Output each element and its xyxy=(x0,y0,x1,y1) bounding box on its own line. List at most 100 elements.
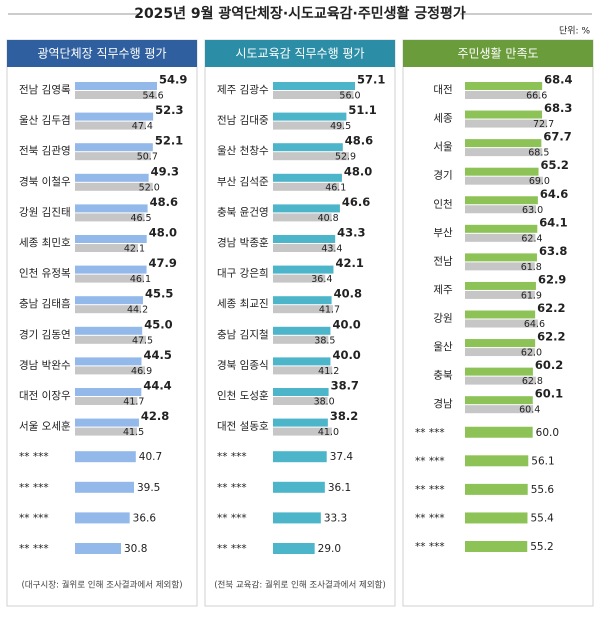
bar-previous xyxy=(465,205,537,214)
bar-previous xyxy=(273,182,340,191)
row-label: 대전 설동호 xyxy=(217,421,269,433)
value-label-previous: 42.1 xyxy=(124,244,145,255)
value-label-previous: 62.0 xyxy=(521,348,542,359)
value-label-current: 48.6 xyxy=(150,195,178,209)
bar-current xyxy=(465,82,543,90)
bar-previous xyxy=(465,119,547,128)
value-label-previous: 38.0 xyxy=(314,397,335,408)
row-label: ** *** xyxy=(19,512,49,524)
value-label-previous: 62.8 xyxy=(522,376,543,387)
bar-current xyxy=(273,296,332,305)
value-label-current: 54.9 xyxy=(159,73,187,87)
value-label-previous: 61.8 xyxy=(521,262,542,273)
value-label-previous: 69.0 xyxy=(529,176,550,187)
bar-current xyxy=(465,196,538,205)
panel-title: 주민생활 만족도 xyxy=(457,47,538,61)
bar-previous xyxy=(465,176,543,185)
bar-previous xyxy=(273,305,333,314)
value-label-previous: 56.0 xyxy=(339,91,360,102)
bar-current xyxy=(75,173,149,182)
bar-current xyxy=(273,357,331,366)
bar xyxy=(75,481,134,493)
row-label: 전남 김영록 xyxy=(19,84,71,96)
bar-current xyxy=(465,396,533,405)
value-label-current: 48.0 xyxy=(344,164,372,178)
value-label-current: 64.1 xyxy=(539,215,567,229)
panel-header xyxy=(403,40,593,67)
bar xyxy=(75,451,136,463)
value-label-current: 40.0 xyxy=(332,317,360,331)
row-label: 부산 김석준 xyxy=(217,176,269,188)
value-label-current: 68.4 xyxy=(544,73,572,87)
value-label-current: 52.1 xyxy=(155,134,183,148)
row-label: 대구 강은희 xyxy=(217,268,269,280)
row-label: 경남 박완수 xyxy=(19,358,71,371)
title: 2025년 9월 광역단체장·시도교육감·주민생활 긍정평가 xyxy=(134,5,466,22)
bar-previous xyxy=(75,397,138,405)
bar-current xyxy=(75,235,147,243)
bar-current xyxy=(75,204,148,213)
value-label-current: 46.6 xyxy=(342,195,370,209)
row-label: 경북 이철우 xyxy=(19,175,71,188)
value-label-current: 65.2 xyxy=(541,158,569,172)
bar xyxy=(273,451,327,463)
value-label-previous: 46.9 xyxy=(131,366,152,377)
row-label: 경남 박종훈 xyxy=(217,236,269,249)
row-label: 전북 김관영 xyxy=(19,145,71,157)
bar-previous xyxy=(465,348,535,357)
row-label: 서울 오세훈 xyxy=(19,420,71,433)
bar-previous xyxy=(75,121,146,130)
row-label: ** *** xyxy=(415,427,445,439)
row-label: 경기 김동연 xyxy=(19,328,71,341)
value-label-current: 38.7 xyxy=(331,379,359,393)
value-label: 39.5 xyxy=(137,482,160,494)
bar-current xyxy=(75,82,157,90)
value-label-previous: 64.6 xyxy=(524,319,545,330)
row-label: 인천 도성훈 xyxy=(217,389,269,402)
value-label-current: 51.1 xyxy=(348,103,376,117)
panel-title: 시도교육감 직무수행 평가 xyxy=(235,46,364,61)
value-label-current: 60.2 xyxy=(535,358,563,372)
bar xyxy=(465,541,528,552)
value-label-current: 48.6 xyxy=(345,134,373,148)
value-label-previous: 41.7 xyxy=(123,397,144,408)
row-label: 제주 xyxy=(433,284,453,296)
bar-current xyxy=(465,110,543,119)
bar-previous xyxy=(75,366,146,375)
row-label: ** *** xyxy=(19,482,49,494)
bar xyxy=(465,426,533,438)
value-label-previous: 47.5 xyxy=(132,335,153,346)
value-label-current: 57.1 xyxy=(357,73,385,87)
row-label: 제주 김광수 xyxy=(217,84,269,96)
value-label-current: 64.6 xyxy=(540,187,568,201)
value-label-previous: 62.4 xyxy=(521,233,542,244)
bar-current xyxy=(273,143,343,152)
value-label: 60.0 xyxy=(536,427,559,439)
bar-previous xyxy=(273,427,332,436)
row-label: 인천 xyxy=(433,198,452,210)
value-label-current: 43.3 xyxy=(337,226,365,240)
value-label-current: 40.8 xyxy=(334,287,362,301)
row-label: ** *** xyxy=(415,512,445,524)
bar-previous xyxy=(273,366,333,375)
bar-previous xyxy=(465,91,541,99)
row-label: 울산 xyxy=(433,341,453,353)
bar-current xyxy=(465,310,536,319)
value-label-previous: 61.9 xyxy=(521,290,542,301)
value-label-current: 44.4 xyxy=(143,379,171,393)
note: (전북 교육감: 궐위로 인해 조사결과에서 제외함) xyxy=(214,580,386,591)
value-label-previous: 46.5 xyxy=(130,213,151,224)
value-label-current: 62.2 xyxy=(537,330,565,344)
bar-previous xyxy=(273,335,329,344)
bar-current xyxy=(75,388,142,396)
bar-current xyxy=(465,139,542,148)
bar-previous xyxy=(75,274,144,283)
bar xyxy=(465,455,529,467)
value-label-current: 60.1 xyxy=(535,387,563,401)
bar-previous xyxy=(273,213,332,222)
row-label: 경북 임종식 xyxy=(217,358,269,371)
bar-current xyxy=(465,167,539,176)
value-label-previous: 41.2 xyxy=(318,366,339,377)
bar-previous xyxy=(75,305,142,314)
bar-current xyxy=(273,82,355,90)
